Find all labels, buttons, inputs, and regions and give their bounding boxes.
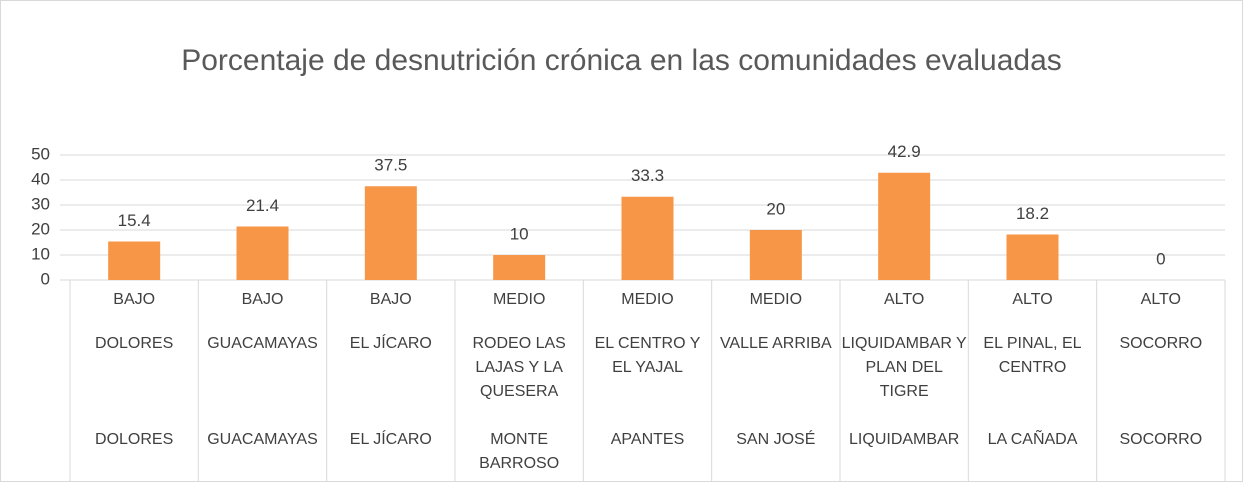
y-tick-label: 30 — [31, 194, 50, 213]
x-tick-label: SOCORRO — [1119, 431, 1203, 448]
data-label: 10 — [510, 224, 529, 243]
data-label: 0 — [1156, 249, 1165, 268]
x-tick-label: LA CAÑADA — [987, 431, 1078, 448]
x-tick-label: SAN JOSÉ — [736, 431, 816, 448]
bar — [749, 230, 802, 280]
y-tick-label: 50 — [31, 144, 50, 163]
x-tick-label: BAJO — [369, 291, 412, 308]
y-tick-label: 20 — [31, 219, 50, 238]
bar — [108, 241, 161, 280]
x-tick-label: GUACAMAYAS — [207, 335, 318, 352]
x-tick-label: EL CENTRO Y EL YAJAL — [594, 335, 701, 376]
x-tick-label: VALLE ARRIBA — [719, 335, 832, 352]
bar — [493, 255, 546, 280]
x-tick-label: ALTO — [1140, 291, 1181, 308]
x-tick-label: APANTES — [610, 431, 685, 448]
x-tick-label: BAJO — [113, 291, 156, 308]
x-tick-label: GUACAMAYAS — [207, 431, 318, 448]
bar — [1006, 234, 1059, 280]
bar — [878, 172, 931, 280]
chart-title: Porcentaje de desnutrición crónica en la… — [181, 44, 1062, 77]
x-tick-label: MEDIO — [492, 291, 546, 308]
x-tick-label: SOCORRO — [1119, 335, 1203, 352]
y-tick-label: 40 — [31, 169, 50, 188]
x-tick-label: EL JÍCARO — [349, 335, 432, 352]
data-label: 42.9 — [888, 142, 921, 161]
data-label: 21.4 — [246, 196, 279, 215]
x-tick-label: EL JÍCARO — [349, 431, 432, 448]
x-tick-label: BAJO — [241, 291, 284, 308]
data-label: 15.4 — [118, 211, 151, 230]
bar — [236, 226, 289, 280]
data-label: 18.2 — [1016, 204, 1049, 223]
x-tick-label: LIQUIDAMBAR Y PLAN DEL TIGRE — [841, 335, 967, 400]
x-tick-label: DOLORES — [95, 431, 174, 448]
x-tick-label: MEDIO — [621, 291, 674, 308]
data-label: 20 — [766, 199, 785, 218]
x-tick-label: DOLORES — [95, 335, 174, 352]
bar — [364, 186, 417, 280]
bar — [621, 196, 674, 280]
x-tick-label: LIQUIDAMBAR — [849, 431, 960, 448]
x-tick-label: MONTE BARROSO — [479, 431, 560, 472]
x-tick-label: EL PINAL, EL CENTRO — [983, 335, 1082, 376]
x-tick-label: MEDIO — [749, 291, 803, 308]
x-tick-label: ALTO — [1012, 291, 1053, 308]
x-tick-label: ALTO — [884, 291, 925, 308]
x-tick-label: RODEO LAS LAJAS Y LA QUESERA — [472, 335, 566, 400]
data-label: 37.5 — [374, 156, 407, 175]
y-tick-label: 10 — [31, 244, 50, 263]
y-tick-label: 0 — [41, 269, 50, 288]
data-label: 33.3 — [631, 166, 664, 185]
